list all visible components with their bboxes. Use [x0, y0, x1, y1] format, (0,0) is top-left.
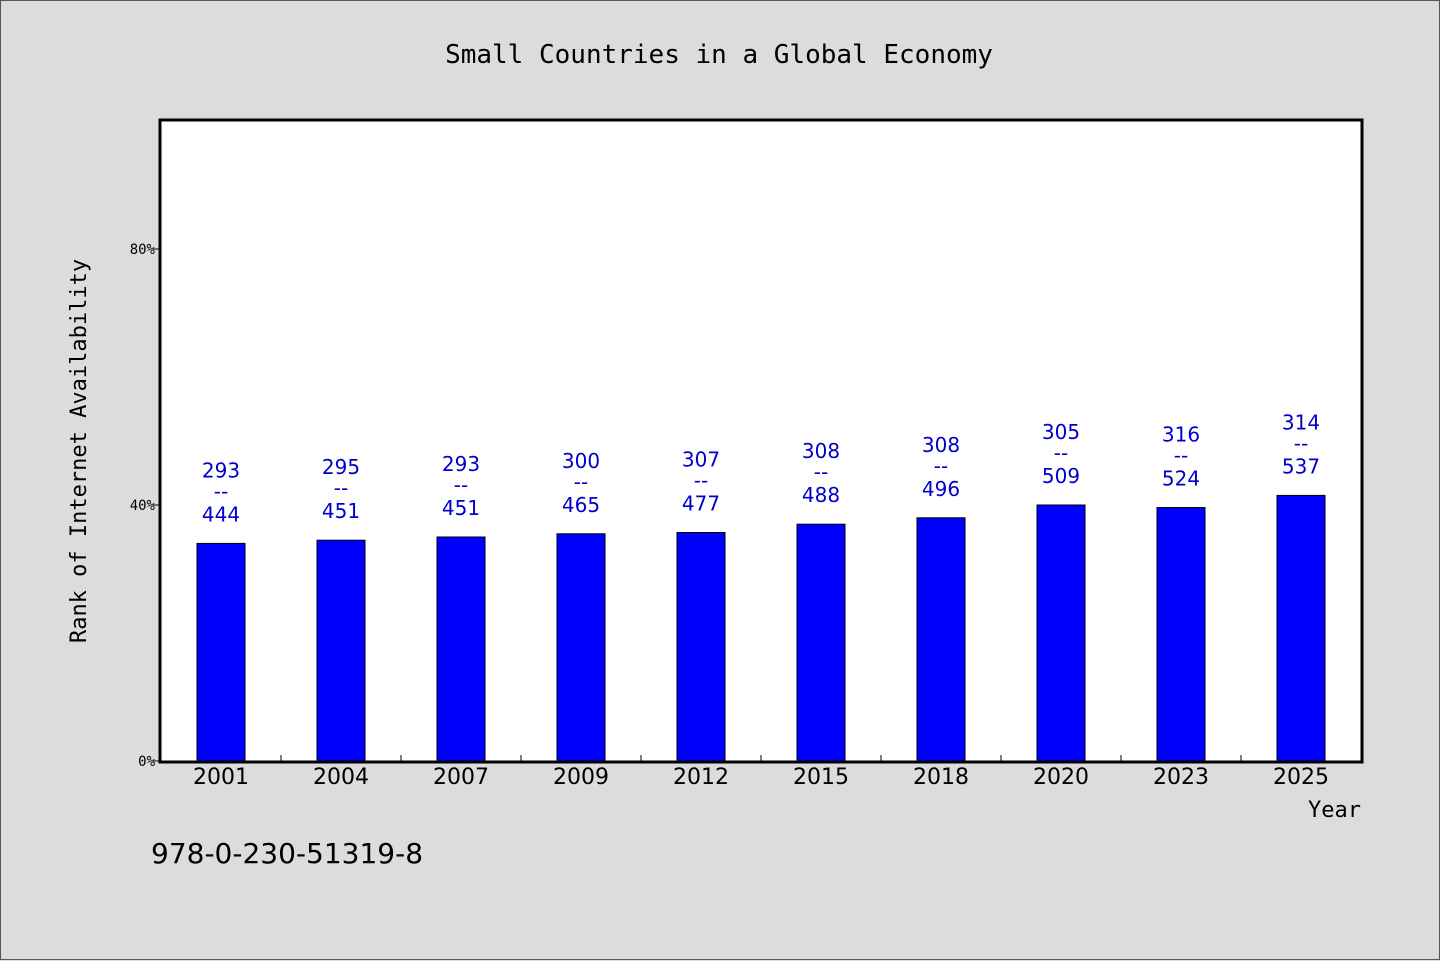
data-label-bottom: 477: [682, 492, 720, 516]
y-tick-label: 0%: [138, 754, 155, 770]
data-label-bottom: 537: [1282, 454, 1320, 478]
data-label-bottom: 509: [1042, 464, 1080, 488]
footer-code: 978-0-230-51319-8: [151, 837, 423, 870]
x-tick-label: 2018: [913, 765, 969, 790]
data-label-top: 308: [802, 439, 840, 463]
data-label-top: 305: [1042, 420, 1080, 444]
data-label-separator: --: [1294, 431, 1308, 455]
data-label-separator: --: [1054, 441, 1068, 465]
data-label-separator: --: [454, 473, 468, 497]
chart-title: Small Countries in a Global Economy: [445, 40, 993, 70]
data-label-bottom: 465: [562, 493, 600, 517]
data-label-bottom: 524: [1162, 467, 1200, 491]
data-label-top: 295: [322, 455, 360, 479]
bar-series: [196, 494, 1326, 762]
x-tick-label: 2009: [553, 765, 609, 790]
data-label-top: 307: [682, 448, 720, 472]
data-label-bottom: 496: [922, 477, 960, 501]
data-label-bottom: 488: [802, 483, 840, 507]
data-label-top: 293: [202, 458, 240, 482]
y-tick-label: 40%: [130, 498, 156, 514]
x-tick-label: 2025: [1273, 765, 1329, 790]
bar-2023: [1156, 507, 1206, 762]
data-label-top: 293: [442, 452, 480, 476]
data-label-top: 308: [922, 433, 960, 457]
data-label-top: 316: [1162, 423, 1200, 447]
data-label-separator: --: [814, 460, 828, 484]
x-tick-label: 2001: [193, 765, 249, 790]
x-tick-label: 2004: [313, 765, 369, 790]
x-tick-label: 2015: [793, 765, 849, 790]
data-label-bottom: 451: [442, 496, 480, 520]
data-label-top: 314: [1282, 410, 1320, 434]
data-label-bottom: 444: [202, 502, 240, 526]
bar-2009: [556, 533, 606, 762]
bar-2015: [796, 523, 846, 762]
x-tick-label: 2012: [673, 765, 729, 790]
x-axis-title: Year: [1308, 798, 1361, 823]
y-axis: 0% 40% 80%: [130, 242, 161, 770]
bar-2007: [436, 536, 486, 762]
data-label-separator: --: [214, 479, 228, 503]
data-label-separator: --: [694, 469, 708, 493]
data-label-separator: --: [574, 470, 588, 494]
data-label-top: 300: [562, 449, 600, 473]
x-tick-label: 2020: [1033, 765, 1089, 790]
bar-2012: [676, 532, 726, 762]
y-tick-label: 80%: [130, 242, 156, 258]
bar-2020: [1036, 504, 1086, 762]
bar-2001: [196, 542, 246, 762]
x-tick-label: 2007: [433, 765, 489, 790]
data-label-separator: --: [334, 476, 348, 500]
y-axis-title: Rank of Internet Availability: [67, 259, 92, 643]
data-labels: 293--444295--451293--451300--465307--477…: [202, 410, 1320, 526]
bar-2004: [316, 539, 366, 762]
data-label-separator: --: [934, 454, 948, 478]
bar-2025: [1276, 494, 1326, 762]
data-label-separator: --: [1174, 444, 1188, 468]
bar-2018: [916, 517, 966, 762]
x-axis: 2001 2004 2007 2009 2012 2015 2018 2020 2023 2025: [193, 755, 1329, 790]
x-tick-label: 2023: [1153, 765, 1209, 790]
data-label-bottom: 451: [322, 499, 360, 523]
